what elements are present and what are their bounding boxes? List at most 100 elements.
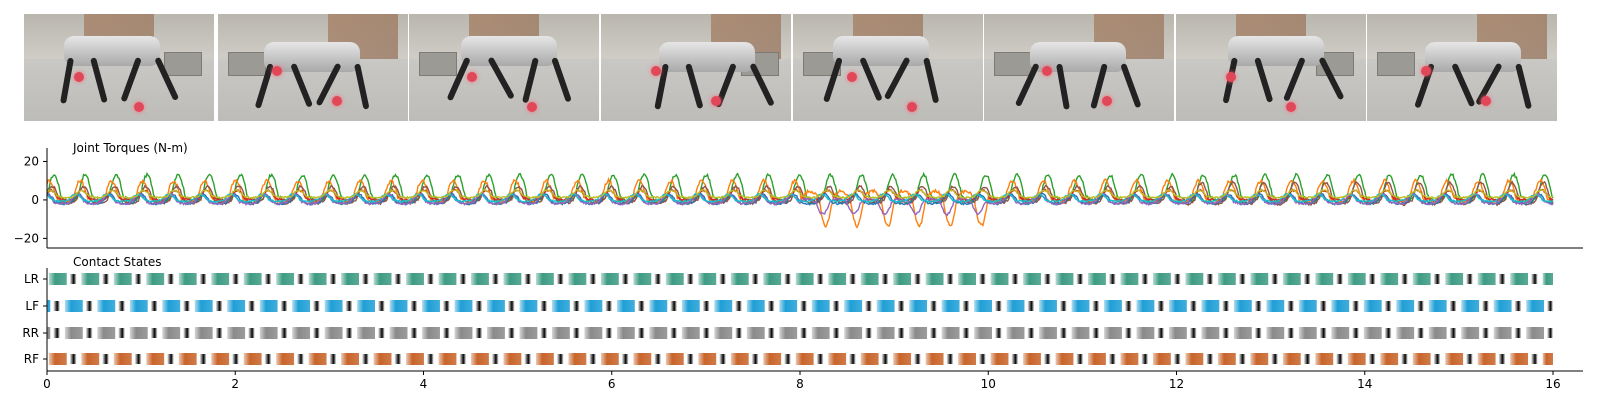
contact-swing-block bbox=[1108, 354, 1116, 364]
contact-stance-block bbox=[1088, 353, 1106, 365]
contact-swing-block bbox=[85, 328, 93, 338]
contact-stance-block bbox=[584, 327, 603, 339]
contact-swing-block bbox=[507, 301, 515, 311]
torque-ytick-label: 20 bbox=[24, 154, 39, 168]
contact-swing-block bbox=[329, 274, 337, 284]
contact-swing-block bbox=[1417, 301, 1424, 311]
contact-swing-block bbox=[621, 354, 629, 364]
contact-swing-block bbox=[1254, 328, 1262, 338]
contact-swing-block bbox=[670, 301, 678, 311]
contact-stance-block bbox=[1217, 273, 1236, 285]
contact-swing-block bbox=[1514, 328, 1522, 338]
contact-stance-block bbox=[974, 300, 992, 312]
contact-swing-block bbox=[1352, 301, 1359, 311]
contact-stance-block bbox=[1250, 353, 1269, 365]
contact-stance-block bbox=[438, 273, 457, 285]
contact-swing-block bbox=[751, 274, 759, 284]
contact-stance-block bbox=[1055, 273, 1074, 285]
contact-stance-block bbox=[1428, 327, 1447, 339]
contact-swing-block bbox=[53, 301, 61, 311]
contact-swing-block bbox=[1124, 328, 1132, 338]
contact-swing-block bbox=[946, 274, 954, 284]
robot-photo-2 bbox=[218, 14, 408, 121]
contact-swing-block bbox=[1417, 328, 1424, 338]
contact-swing-block bbox=[1092, 328, 1100, 338]
torque-title: Joint Torques (N-m) bbox=[72, 141, 188, 155]
contact-swing-block bbox=[556, 274, 564, 284]
contact-stance-block bbox=[1445, 273, 1464, 285]
contact-stance-block bbox=[600, 273, 619, 285]
contact-row-label-RF: RF bbox=[24, 352, 39, 366]
contact-swing-block bbox=[1498, 354, 1506, 364]
contact-swing-block bbox=[654, 354, 662, 364]
contact-stance-block bbox=[1493, 300, 1512, 312]
contact-stance-block bbox=[551, 327, 570, 339]
contact-stance-block bbox=[958, 273, 976, 285]
robot-photo-5 bbox=[793, 14, 983, 121]
contact-stance-block bbox=[714, 300, 733, 312]
contact-swing-block bbox=[1206, 354, 1214, 364]
contact-stance-block bbox=[276, 273, 295, 285]
contact-stance-block bbox=[243, 353, 262, 365]
contact-stance-block bbox=[129, 300, 148, 312]
contact-swing-block bbox=[394, 274, 402, 284]
contact-swing-block bbox=[719, 354, 726, 364]
contact-stance-block bbox=[568, 353, 587, 365]
contact-stance-block bbox=[1039, 300, 1057, 312]
contact-xtick-label: 8 bbox=[796, 377, 804, 391]
contact-stance-block bbox=[941, 300, 960, 312]
contact-swing-block bbox=[264, 354, 272, 364]
torque-yticks: 20 0 −20 bbox=[14, 154, 47, 245]
torque-lines bbox=[46, 171, 1554, 229]
contact-swing-block bbox=[816, 354, 824, 364]
contact-swing-block bbox=[637, 328, 645, 338]
contact-stance-block bbox=[1542, 273, 1553, 285]
contact-swing-block bbox=[962, 301, 970, 311]
contact-stance-block bbox=[211, 353, 230, 365]
contact-stance-block bbox=[1266, 327, 1285, 339]
contact-stance-block bbox=[1168, 300, 1187, 312]
contact-stance-block bbox=[730, 353, 749, 365]
contact-stance-block bbox=[503, 353, 522, 365]
contact-stance-block bbox=[600, 353, 619, 365]
contact-swing-block bbox=[1271, 354, 1278, 364]
contact-swing-block bbox=[85, 301, 93, 311]
contact-stance-block bbox=[113, 353, 132, 365]
contact-stance-block bbox=[795, 353, 814, 365]
contact-stance-block bbox=[406, 353, 424, 365]
contact-stance-block bbox=[698, 273, 717, 285]
contact-stance-block bbox=[811, 327, 830, 339]
contact-stance-block bbox=[925, 353, 944, 365]
contact-stance-block bbox=[1493, 327, 1512, 339]
contact-stance-block bbox=[1217, 353, 1236, 365]
contact-swing-block bbox=[751, 354, 759, 364]
robot-photo-8 bbox=[1367, 14, 1557, 121]
contact-stance-block bbox=[681, 327, 700, 339]
contact-stance-block bbox=[422, 300, 440, 312]
contact-swing-block bbox=[637, 301, 645, 311]
contact-stance-block bbox=[1445, 353, 1464, 365]
contact-stance-block bbox=[1461, 300, 1480, 312]
contact-swing-block bbox=[719, 274, 726, 284]
contact-stance-block bbox=[811, 300, 830, 312]
contact-swing-block bbox=[1433, 354, 1441, 364]
contact-swing-block bbox=[442, 328, 450, 338]
contact-stance-block bbox=[860, 273, 879, 285]
contact-swing-block bbox=[702, 328, 710, 338]
contact-stance-block bbox=[503, 273, 522, 285]
contact-swing-block bbox=[167, 354, 174, 364]
contact-stance-block bbox=[113, 273, 132, 285]
contact-stance-block bbox=[406, 273, 424, 285]
contact-stance-block bbox=[1477, 353, 1496, 365]
contact-stance-block bbox=[535, 353, 554, 365]
contact-stance-block bbox=[763, 353, 782, 365]
contact-swing-block bbox=[475, 301, 483, 311]
contact-swing-block bbox=[1498, 274, 1506, 284]
contact-swing-block bbox=[69, 354, 77, 364]
contact-stance-block bbox=[1201, 300, 1220, 312]
contact-swing-block bbox=[800, 301, 807, 311]
contact-stance-block bbox=[438, 353, 457, 365]
contact-swing-block bbox=[1222, 328, 1230, 338]
contact-stance-block bbox=[1428, 300, 1447, 312]
contact-swing-block bbox=[1027, 301, 1035, 311]
